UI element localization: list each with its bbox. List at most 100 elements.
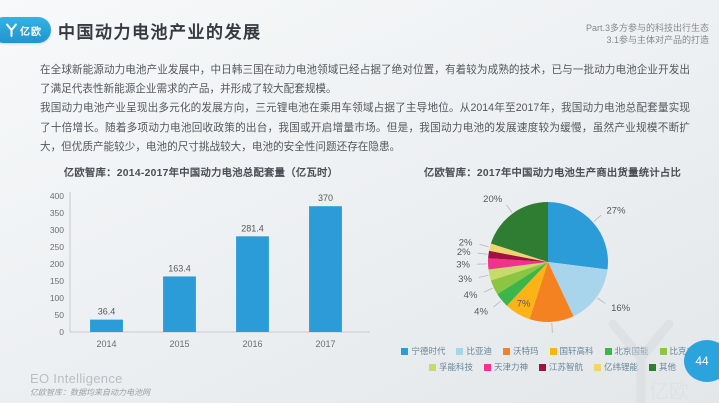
bar-value-label: 370 [318, 193, 333, 203]
legend-item: 亿纬锂能 [594, 361, 638, 373]
legend-item: 其他 [649, 361, 676, 373]
pie-slice [490, 202, 548, 262]
x-axis-label: 2016 [242, 339, 262, 349]
pie-percent-label: 16% [611, 303, 631, 314]
x-axis-label: 2014 [96, 339, 116, 349]
pie-percent-label: 3% [458, 274, 472, 285]
legend-item: 国轩高科 [549, 345, 594, 357]
pie-percent-label: 4% [474, 307, 488, 318]
bar-chart: 0 50 100 150 200 250 300 350 400 36.4 2014 163.4 201… [50, 191, 370, 349]
breadcrumb-line-2: 3.1参与主体对产品的打造 [606, 35, 709, 45]
legend-label: 比亚迪 [466, 346, 492, 356]
x-axis-label: 2017 [315, 339, 335, 349]
legend-swatch-icon [428, 363, 436, 371]
eo-logo-text: 亿欧 [20, 26, 42, 38]
pie-slice [488, 262, 548, 281]
bar-chart-title: 亿欧智库：2014-2017年中国动力电池总配套量（亿瓦时） [63, 168, 339, 179]
pie-label-leader [478, 275, 489, 278]
legend-item: 孚能科技 [428, 361, 473, 373]
pie-chart: 27% 16% 12% 7% 4% 4% 3% 3% 2%2% 20% [456, 194, 631, 346]
bar [236, 236, 269, 332]
pie-percent-label: 27% [607, 205, 627, 216]
pie-percent-label: 2% [457, 247, 471, 258]
legend-item: 比亚迪 [456, 345, 492, 357]
page-number: 44 [695, 354, 709, 368]
y-axis-tick: 350 [50, 208, 64, 218]
legend-label: 宁德时代 [411, 346, 446, 356]
legend-item: 宁德时代 [401, 345, 445, 357]
pie-percent-label: 12% [543, 335, 563, 336]
y-axis-tick: 300 [50, 225, 64, 235]
pie-label-leader [483, 287, 493, 293]
body-paragraph-1: 在全球新能源动力电池产业发展中，中日韩三国在动力电池领域已经占据了绝对位置，有着… [40, 64, 690, 96]
pie-label-leader [506, 204, 513, 213]
legend-label: 江苏智航 [548, 362, 583, 372]
bar [90, 319, 123, 332]
legend-item: 江苏智航 [538, 361, 583, 373]
legend-swatch-icon [649, 363, 657, 371]
bar [309, 206, 342, 332]
pie-slice [506, 262, 548, 320]
watermark-logo-icon: 亿欧 [583, 318, 703, 403]
eo-logo-icon [5, 23, 18, 37]
legend-item: 沃特玛 [502, 345, 539, 357]
body-paragraph-2: 我国动力电池产业呈现出多元化的发展方向，三元锂电池在乘用车领域占据了主导地位。从… [40, 102, 690, 153]
page-number-badge: 44 [684, 340, 719, 382]
legend-label: 其他 [659, 362, 677, 372]
legend-label: 北京国能 [614, 346, 649, 356]
section-breadcrumb: Part.3多方参与的科技出行生态 3.1参与主体对产品的打造 [586, 22, 709, 46]
x-axis-label: 2015 [169, 339, 189, 349]
pie-label-leader [597, 297, 606, 304]
pie-percent-label: 20% [483, 194, 503, 205]
page-title: 中国动力电池产业的发展 [58, 23, 262, 42]
source-note: 亿欧智库：数据均来自动力电池网 [30, 388, 150, 397]
pie-label-leader [551, 323, 553, 333]
bar-value-label: 281.4 [241, 223, 264, 233]
svg-text:亿欧: 亿欧 [649, 380, 689, 403]
legend-item: 天津力神 [483, 361, 528, 373]
legend-swatch-icon [594, 363, 601, 371]
legend-label: 亿纬锂能 [604, 362, 639, 372]
legend-swatch-icon [502, 347, 510, 355]
pie-slice [548, 202, 608, 270]
y-axis-tick: 100 [50, 293, 64, 303]
breadcrumb-line-1: Part.3多方参与的科技出行生态 [585, 23, 709, 33]
legend-row: 孚能科技 天津力神 江苏智航 亿纬锂能 其他 [386, 361, 719, 373]
pie-label-leader [477, 252, 488, 255]
legend-swatch-icon [483, 363, 491, 371]
legend-label: 国轩高科 [559, 346, 594, 356]
legend-swatch-icon [538, 363, 546, 371]
y-axis-tick: 50 [55, 310, 65, 320]
y-axis-tick: 400 [50, 191, 64, 201]
pie-legend: 宁德时代比亚迪沃特玛国轩高科北京国能比克电池孚能科技天津力神江苏智航亿纬锂能其他 [386, 345, 719, 373]
pie-chart-title: 亿欧智库：2017年中国动力电池生产商出货量统计占比 [423, 168, 682, 179]
legend-item: 北京国能 [604, 345, 649, 357]
pie-chart-block: 亿欧智库：2017年中国动力电池生产商出货量统计占比 27% 16% 12% 7% 4%… [386, 164, 719, 373]
pie-percent-label: 3% [456, 260, 470, 271]
legend-swatch-icon [659, 347, 667, 355]
bar-value-label: 36.4 [98, 307, 116, 317]
legend-label: 天津力神 [493, 362, 528, 372]
pie-slice [490, 262, 548, 295]
bar-value-label: 163.4 [168, 263, 191, 273]
y-axis-tick: 150 [50, 276, 64, 286]
pie-percent-label: 7% [517, 298, 531, 309]
pie-slice [487, 258, 548, 270]
pie-slice [489, 243, 548, 262]
eo-logo: 亿欧 [0, 17, 51, 43]
pie-slice [548, 262, 608, 317]
bar [163, 276, 196, 332]
pie-percent-label: 4% [464, 290, 478, 301]
body-text: 在全球新能源动力电池产业发展中，中日韩三国在动力电池领域已经占据了绝对位置，有着… [40, 61, 690, 157]
legend-swatch-icon [549, 347, 557, 355]
pie-percent-label: 2% [459, 238, 473, 249]
pie-label-leader [593, 214, 602, 222]
bar-chart-block: 亿欧智库：2014-2017年中国动力电池总配套量（亿瓦时） 0 50 100 150… [26, 164, 376, 371]
legend-label: 沃特玛 [512, 346, 539, 356]
y-axis-tick: 200 [50, 259, 64, 269]
legend-swatch-icon [604, 347, 612, 355]
pie-slice [488, 250, 548, 262]
pie-slice [497, 262, 548, 306]
pie-label-leader [493, 300, 502, 308]
